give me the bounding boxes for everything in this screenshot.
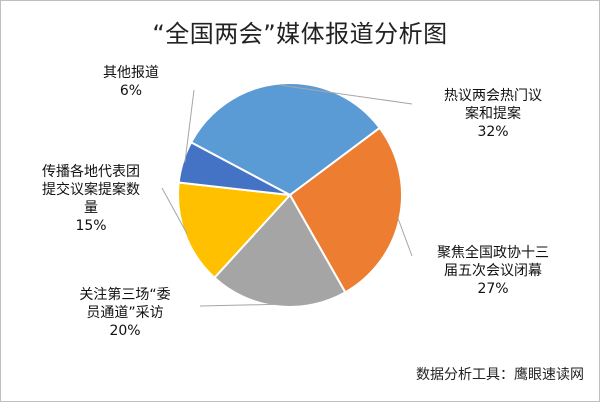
slice-label-line: 热议两会热门议	[444, 88, 542, 104]
slice-label-line: 届五次会议闭幕	[444, 263, 542, 279]
slice-other	[177, 141, 291, 196]
slice-label-line: 提交议案提案数	[42, 182, 140, 198]
slice-label-delegation-motions: 传播各地代表团 提交议案提案数 量 15%	[16, 163, 166, 235]
slice-cppcc-closing	[289, 126, 403, 294]
slice-label-line: 量	[84, 200, 98, 216]
slice-value-label: 20%	[109, 323, 141, 339]
slice-delegation-motions	[177, 181, 291, 279]
slice-label-line: 其他报道	[103, 65, 159, 81]
leader-line	[199, 303, 278, 307]
slice-label-line: 案和提案	[465, 106, 521, 122]
slice-value-label: 15%	[75, 218, 107, 234]
slice-value-label: 27%	[477, 281, 509, 297]
slice-label-line: 传播各地代表团	[42, 164, 140, 180]
leader-line	[281, 84, 413, 105]
slice-label-hot-motions: 热议两会热门议 案和提案 32%	[418, 87, 568, 141]
slice-label-line: 关注第三场“委	[79, 287, 171, 303]
slice-label-member-channel: 关注第三场“委 员通道”采访 20%	[50, 286, 200, 340]
leader-line	[397, 217, 413, 257]
source-note: 数据分析工具：鹰眼速读网	[416, 367, 584, 383]
slice-label-line: 员通道”采访	[86, 305, 164, 321]
slice-value-label: 6%	[119, 83, 143, 99]
leader-line	[184, 89, 195, 163]
slice-member-channel	[213, 194, 347, 308]
chart-title: “全国两会”媒体报道分析图	[152, 20, 448, 48]
slice-value-label: 32%	[477, 124, 509, 140]
leader-line	[161, 187, 188, 234]
slice-label-line: 聚焦全国政协十三	[437, 245, 549, 261]
slice-label-other: 其他报道 6%	[76, 64, 186, 100]
slice-label-cppcc-closing: 聚焦全国政协十三 届五次会议闭幕 27%	[418, 244, 568, 298]
